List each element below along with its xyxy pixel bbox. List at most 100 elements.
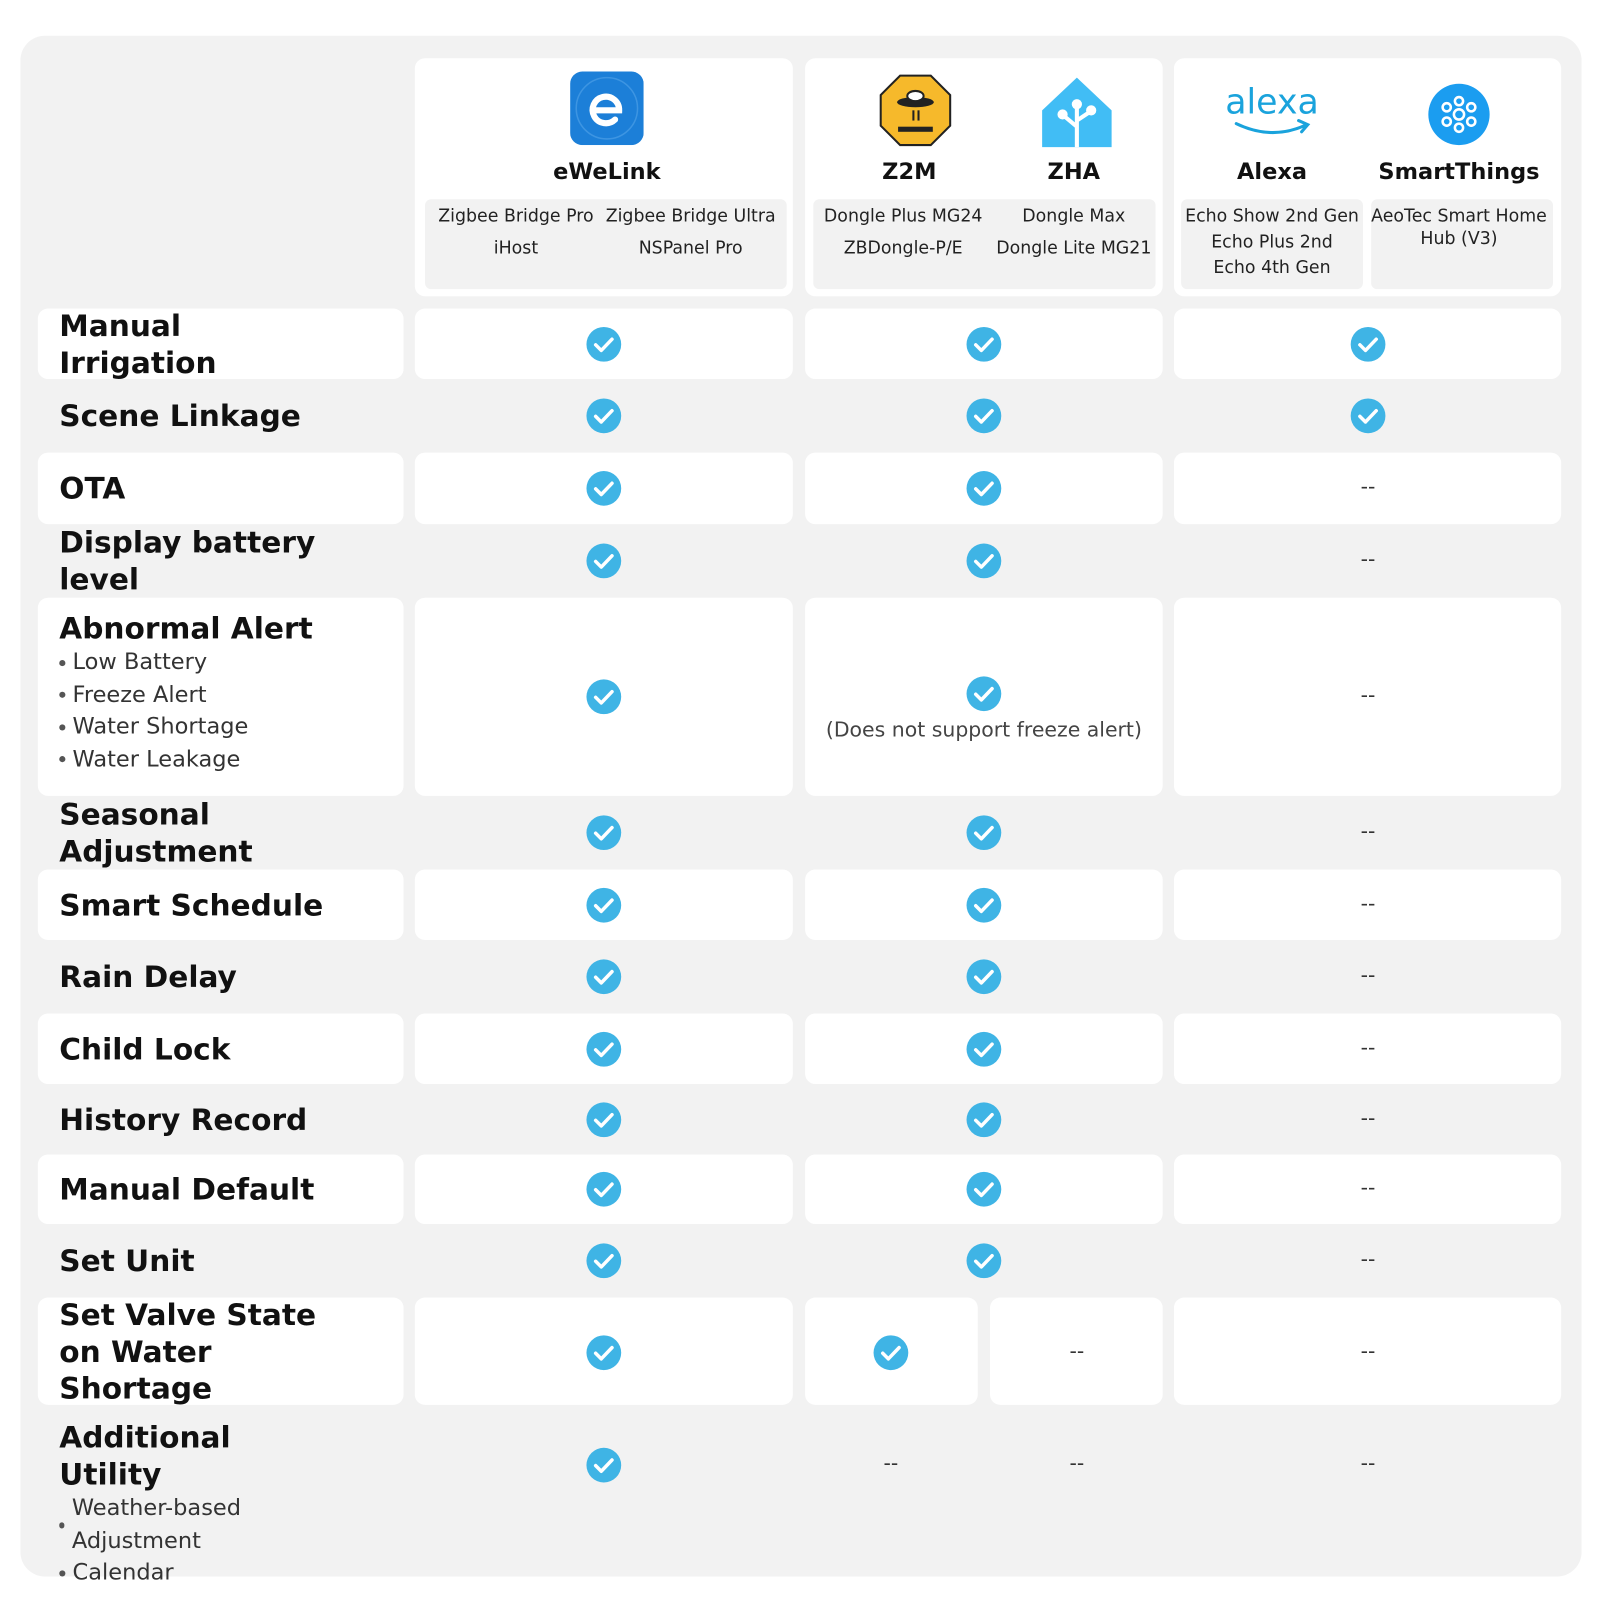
feature-subitem: Low Battery [59, 647, 342, 679]
check-icon [966, 814, 1003, 851]
z2m-logo-graphic [879, 74, 952, 147]
check-icon-graphic [966, 398, 1002, 434]
cell-dash: -- [1360, 962, 1376, 987]
subitem-text: Freeze Alert [72, 681, 207, 708]
platform-name: ZHA [1047, 159, 1101, 185]
check-icon [585, 678, 622, 715]
device-box [813, 199, 1156, 290]
cell-card [1173, 1297, 1562, 1405]
feature-title: Abnormal Alert [59, 610, 313, 646]
platform-name: SmartThings [1378, 159, 1540, 185]
check-icon-graphic [586, 1447, 622, 1483]
check-icon-graphic [586, 1102, 622, 1138]
check-icon [966, 543, 1003, 580]
check-icon-graphic [966, 887, 1002, 923]
subitem-text: Weather-based Adjustment [71, 1495, 242, 1554]
alexa-logo-text: alexa [1225, 81, 1319, 123]
check-icon [966, 886, 1003, 923]
check-icon-graphic [966, 814, 1002, 850]
check-icon [966, 1030, 1003, 1067]
cell-card [990, 1297, 1163, 1405]
check-icon-graphic [586, 398, 622, 434]
bullet [59, 659, 66, 666]
check-icon [585, 1030, 622, 1067]
device-name: Zigbee Bridge Pro [438, 206, 594, 227]
device-name: Echo Show 2nd Gen [1185, 206, 1359, 227]
device-name: Dongle Lite MG21 [996, 238, 1152, 259]
check-icon-graphic [1350, 326, 1386, 362]
feature-title: Rain Delay [59, 959, 237, 995]
feature-label: Additional Utility Weather-based Adjustme… [38, 1407, 404, 1586]
cell-dash: -- [1069, 1337, 1085, 1363]
device-name: ZBDongle-P/E [843, 238, 963, 259]
feature-label: Smart Schedule [37, 869, 404, 940]
feature-label: Set Valve State on Water Shortage [37, 1297, 404, 1406]
check-icon [585, 814, 622, 851]
check-icon-graphic [966, 1243, 1002, 1279]
feature-title: Manual Default [59, 1171, 315, 1207]
feature-title: Child Lock [59, 1031, 231, 1067]
cell-card [1173, 869, 1562, 940]
feature-label: Manual Irrigation [37, 308, 404, 380]
cell-dash: -- [1360, 817, 1376, 843]
check-icon-graphic [966, 676, 1002, 712]
cell-dash: -- [1360, 890, 1376, 915]
bullet [59, 1570, 66, 1577]
feature-title: Seasonal Adjustment [59, 796, 253, 868]
check-icon-graphic [966, 1102, 1002, 1138]
check-icon-graphic [586, 679, 622, 715]
feature-label: OTA [37, 452, 404, 525]
subitem-text: Water Leakage [72, 746, 241, 772]
check-icon [585, 1242, 622, 1279]
cell-dash: -- [1360, 474, 1376, 499]
platform-name: Z2M [882, 159, 937, 185]
feature-subitem: Calendar [59, 1557, 342, 1589]
check-icon-graphic [966, 959, 1002, 995]
cell-dash: -- [1360, 682, 1376, 708]
check-icon-graphic [586, 471, 622, 506]
device-name: Dongle Plus MG24 [823, 206, 983, 227]
check-icon [585, 1171, 622, 1208]
feature-title: Additional Utility [59, 1420, 231, 1492]
device-name: Dongle Max [1022, 206, 1126, 227]
check-icon [585, 397, 622, 434]
check-icon-graphic [1350, 398, 1386, 434]
feature-label: Child Lock [37, 1013, 404, 1085]
check-icon [1350, 397, 1387, 434]
device-name: NSPanel Pro [638, 238, 743, 259]
bullet [59, 1521, 65, 1528]
feature-label: Rain Delay [38, 941, 404, 1013]
device-name: Echo Plus 2nd [1211, 231, 1333, 253]
check-icon [966, 1242, 1003, 1279]
feature-title: Set Unit [59, 1243, 195, 1279]
check-icon-graphic [586, 1334, 622, 1370]
check-icon [966, 1171, 1003, 1208]
device-name: Echo 4th Gen [1213, 257, 1331, 278]
feature-title: Set Valve State on Water Shortage [59, 1297, 317, 1406]
check-icon-graphic [966, 1031, 1002, 1067]
check-icon-graphic [586, 1171, 622, 1207]
subitem-text: Calendar [72, 1560, 174, 1586]
device-name: AeoTec Smart Home Hub (V3) [1371, 206, 1547, 250]
feature-title: History Record [59, 1102, 308, 1138]
cell-card [1173, 597, 1562, 796]
feature-subitem: Water Shortage [59, 711, 342, 743]
bullet [59, 691, 66, 699]
feature-label: Manual Default [37, 1154, 404, 1224]
cell-dash: -- [1069, 1450, 1085, 1476]
cell-dash: -- [1360, 1174, 1376, 1200]
cell-dash: -- [1360, 1337, 1376, 1363]
check-icon-graphic [586, 959, 622, 995]
feature-title: Scene Linkage [59, 398, 301, 434]
cell-card [1173, 452, 1562, 525]
check-icon [585, 1334, 622, 1371]
check-icon-graphic [966, 471, 1002, 506]
check-icon [966, 1101, 1003, 1138]
cell-dash: -- [1360, 546, 1376, 572]
feature-label: History Record [38, 1085, 404, 1154]
cell-dash: -- [883, 1450, 899, 1476]
check-icon-graphic [873, 1334, 909, 1370]
check-icon [585, 886, 622, 923]
